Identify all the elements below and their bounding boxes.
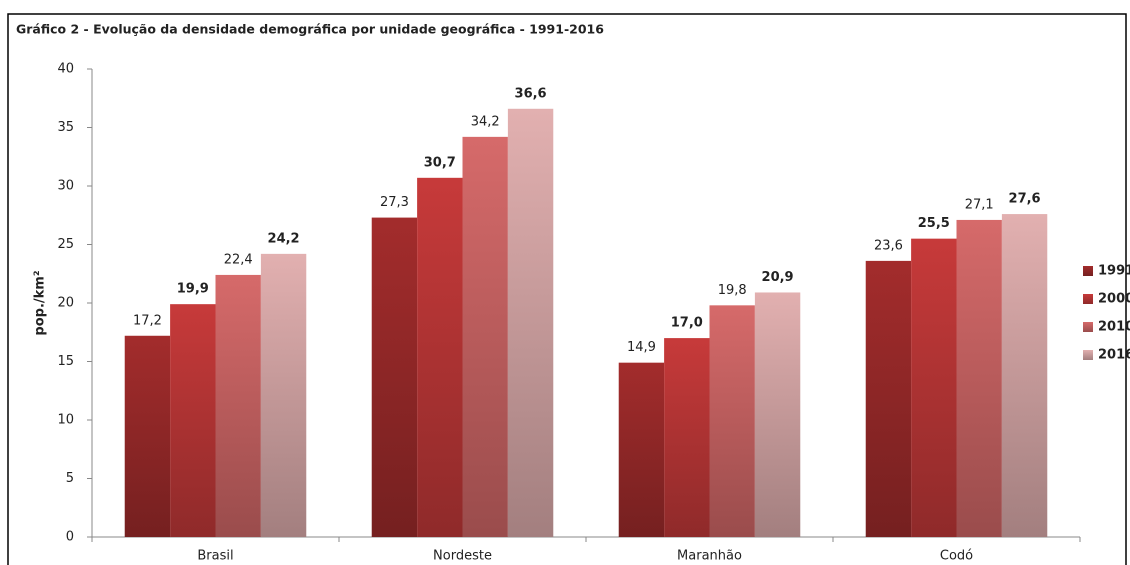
bar (754, 292, 801, 537)
legend-swatch (1083, 294, 1093, 304)
data-label: 17,0 (671, 316, 703, 331)
legend-swatch (1083, 322, 1093, 332)
bar (215, 274, 261, 537)
data-label: 17,2 (133, 313, 162, 328)
data-label: 34,2 (471, 114, 500, 129)
y-tick-label: 35 (57, 120, 74, 135)
data-label: 19,9 (177, 282, 209, 297)
legend-label: 2016 (1098, 348, 1130, 363)
y-tick-label: 10 (57, 413, 74, 428)
legend-label: 1991 (1098, 264, 1130, 279)
x-tick-label: Maranhão (677, 549, 742, 564)
data-label: 27,1 (965, 197, 994, 212)
y-tick-label: 30 (57, 179, 74, 194)
data-label: 22,4 (224, 252, 253, 267)
legend-swatch (1083, 350, 1093, 360)
data-label: 14,9 (627, 340, 656, 355)
y-tick-label: 0 (66, 530, 74, 545)
bar (371, 217, 418, 537)
bar (911, 238, 957, 537)
x-tick-label: Codó (940, 549, 973, 564)
data-label: 23,6 (874, 238, 903, 253)
data-label: 19,8 (718, 283, 747, 298)
bar (1001, 214, 1048, 537)
y-tick-label: 20 (57, 296, 74, 311)
data-label: 27,6 (1009, 192, 1041, 207)
data-label: 25,5 (918, 216, 950, 231)
y-axis-label: pop./km² (33, 270, 48, 335)
bar (417, 177, 463, 537)
x-tick-label: Brasil (197, 549, 233, 564)
y-tick-label: 40 (57, 62, 74, 77)
legend-label: 2000 (1098, 292, 1130, 307)
data-label: 30,7 (424, 155, 456, 170)
chart-title: Gráfico 2 - Evolução da densidade demogr… (16, 22, 604, 37)
data-label: 24,2 (268, 231, 300, 246)
y-tick-label: 5 (66, 471, 74, 486)
legend-label: 2010 (1098, 320, 1130, 335)
bar (260, 253, 307, 538)
bar (709, 305, 755, 537)
bar (865, 260, 912, 537)
data-label: 36,6 (515, 86, 547, 101)
bar (507, 108, 554, 537)
frame (7, 13, 1127, 565)
data-label: 27,3 (380, 195, 409, 210)
bar (956, 219, 1002, 537)
bar (124, 335, 171, 537)
y-tick-label: 15 (57, 354, 74, 369)
y-tick-label: 25 (57, 237, 74, 252)
bar (618, 362, 665, 537)
x-tick-label: Nordeste (433, 549, 492, 564)
legend-swatch (1083, 266, 1093, 276)
bar (462, 136, 508, 538)
bar (664, 338, 710, 537)
data-label: 20,9 (762, 270, 794, 285)
bar (170, 304, 216, 537)
